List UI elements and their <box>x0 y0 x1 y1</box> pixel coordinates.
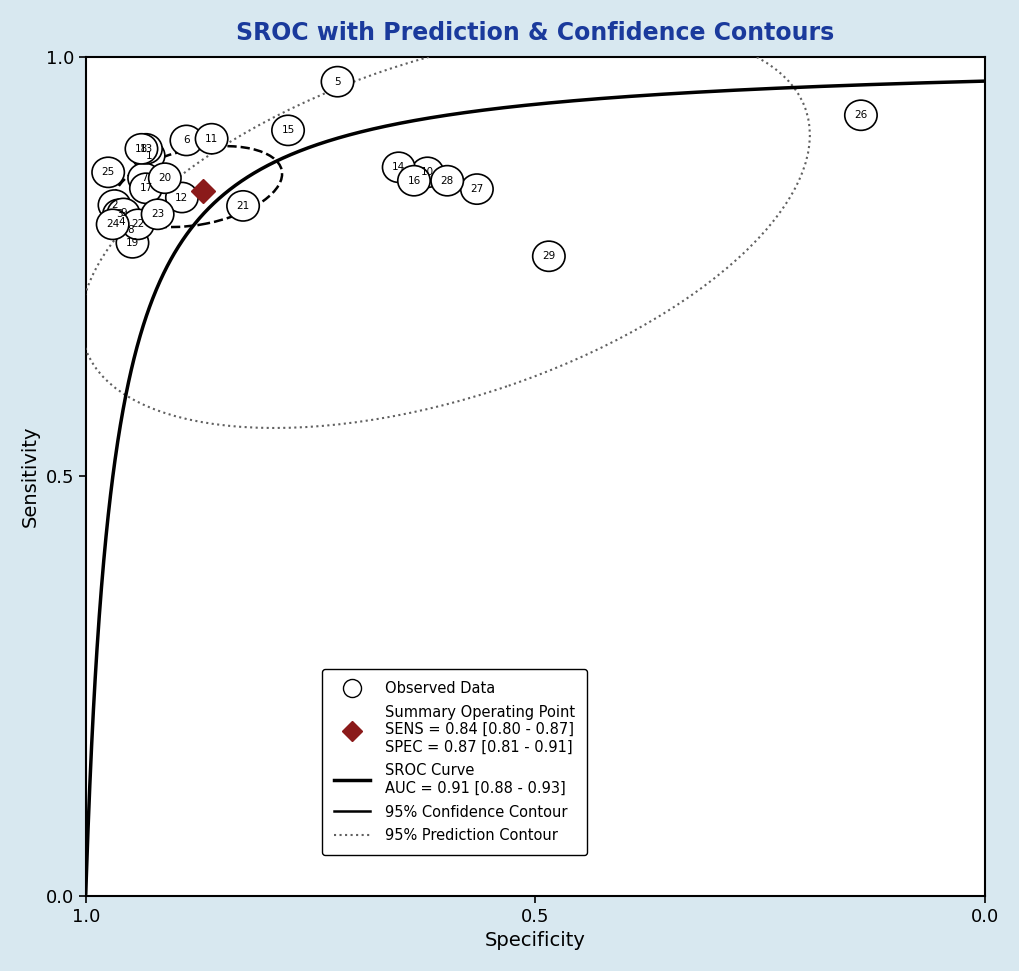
Circle shape <box>165 183 198 213</box>
Text: 3: 3 <box>115 210 122 219</box>
Circle shape <box>116 228 149 258</box>
Y-axis label: Sensitivity: Sensitivity <box>20 425 40 527</box>
Text: 28: 28 <box>440 176 453 185</box>
Circle shape <box>97 210 128 240</box>
Text: 10: 10 <box>421 167 433 178</box>
Text: 15: 15 <box>281 125 294 135</box>
Text: 17: 17 <box>140 184 153 193</box>
Text: 27: 27 <box>470 184 483 194</box>
Circle shape <box>92 157 124 187</box>
Circle shape <box>129 134 162 164</box>
Text: 9: 9 <box>120 209 126 218</box>
Circle shape <box>121 210 154 240</box>
Text: 20: 20 <box>158 173 171 184</box>
Circle shape <box>844 100 876 130</box>
Text: 1: 1 <box>145 151 152 160</box>
Text: 12: 12 <box>175 192 189 203</box>
Text: 29: 29 <box>542 251 555 261</box>
Circle shape <box>103 199 136 229</box>
Text: 24: 24 <box>106 219 119 229</box>
Circle shape <box>107 198 140 228</box>
Text: 5: 5 <box>334 77 340 86</box>
Text: 18: 18 <box>135 144 148 153</box>
X-axis label: Specificity: Specificity <box>484 931 585 951</box>
Text: 8: 8 <box>127 225 133 235</box>
Circle shape <box>125 134 158 164</box>
Circle shape <box>114 216 147 246</box>
Text: 16: 16 <box>407 176 420 185</box>
Text: 25: 25 <box>102 167 115 178</box>
Circle shape <box>98 190 130 220</box>
Text: 26: 26 <box>854 111 867 120</box>
Text: 19: 19 <box>125 238 139 248</box>
Circle shape <box>105 207 138 237</box>
Circle shape <box>272 116 304 146</box>
Text: 4: 4 <box>118 217 125 227</box>
Text: 11: 11 <box>205 134 218 144</box>
Circle shape <box>132 141 165 171</box>
Text: 21: 21 <box>236 201 250 211</box>
Legend: Observed Data, Summary Operating Point
SENS = 0.84 [0.80 - 0.87]
SPEC = 0.87 [0.: Observed Data, Summary Operating Point S… <box>322 669 586 854</box>
Text: 14: 14 <box>391 162 405 172</box>
Circle shape <box>461 174 492 204</box>
Circle shape <box>382 152 415 183</box>
Circle shape <box>411 157 443 187</box>
Circle shape <box>431 166 463 196</box>
Circle shape <box>397 166 430 196</box>
Text: 7: 7 <box>141 173 148 184</box>
Circle shape <box>142 199 173 229</box>
Circle shape <box>170 125 203 155</box>
Title: SROC with Prediction & Confidence Contours: SROC with Prediction & Confidence Contou… <box>236 20 834 45</box>
Text: 13: 13 <box>140 144 153 153</box>
Text: 6: 6 <box>183 135 190 146</box>
Circle shape <box>196 123 227 153</box>
Text: 23: 23 <box>151 210 164 219</box>
Circle shape <box>149 163 180 193</box>
Circle shape <box>127 163 160 193</box>
Circle shape <box>321 67 354 97</box>
Circle shape <box>226 190 259 221</box>
Circle shape <box>129 173 162 203</box>
Text: 22: 22 <box>131 219 145 229</box>
Text: 2: 2 <box>111 200 117 210</box>
Circle shape <box>532 241 565 271</box>
